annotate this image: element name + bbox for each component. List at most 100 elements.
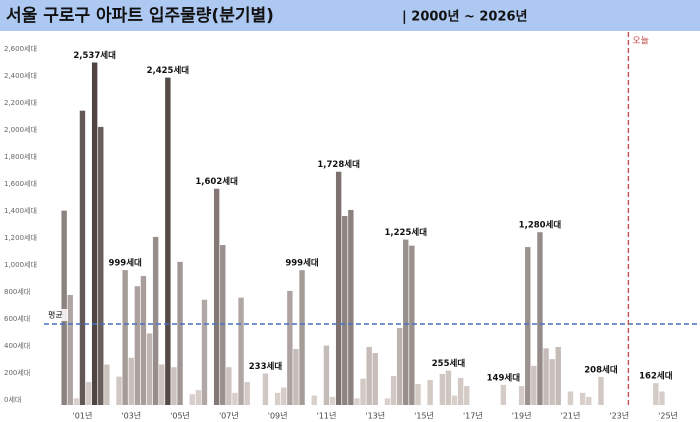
bar (128, 357, 134, 405)
bar (299, 270, 305, 405)
bar (152, 236, 159, 405)
bar (67, 294, 73, 405)
y-tick-label: 2,400세대 (4, 71, 37, 80)
bar (348, 209, 354, 405)
x-tick-label: '11년 (317, 411, 337, 421)
x-tick-label: '03년 (121, 411, 141, 421)
bar (85, 382, 92, 405)
bar (274, 392, 281, 405)
y-tick-label: 1,400세대 (4, 206, 37, 215)
bar (366, 346, 372, 405)
x-tick-label: '17년 (463, 411, 483, 421)
bar (61, 210, 67, 405)
bar (537, 232, 543, 405)
x-tick-label: '15년 (414, 411, 434, 421)
y-tick-label: 1,000세대 (4, 260, 37, 269)
bar (427, 380, 433, 405)
bar (238, 297, 244, 405)
x-tick-label: '09년 (268, 411, 288, 421)
bar (384, 398, 391, 405)
x-tick-label: '05년 (170, 411, 190, 421)
y-tick-label: 1,600세대 (4, 179, 37, 188)
bar (360, 378, 366, 405)
bar (171, 367, 177, 405)
bar (201, 299, 208, 405)
y-tick-label: 800세대 (4, 287, 30, 296)
y-tick-label: 400세대 (4, 341, 30, 350)
x-tick-label: '25년 (658, 411, 678, 421)
bar (598, 376, 604, 405)
value-label: 1,225세대 (384, 227, 427, 238)
bar (104, 364, 110, 405)
bar (390, 375, 397, 405)
value-label: 1,602세대 (195, 176, 238, 187)
x-tick-label: '23년 (609, 411, 629, 421)
today-label: 오늘 (632, 36, 649, 47)
bar (396, 328, 403, 405)
bar (586, 396, 592, 405)
bar (543, 348, 549, 405)
x-tick-label: '21년 (561, 411, 581, 421)
chart-title: 서울 구로구 아파트 입주물량(분기별) (6, 6, 274, 26)
bar (659, 391, 665, 405)
bar (281, 387, 287, 405)
value-label: 149세대 (487, 372, 521, 383)
value-label: 233세대 (249, 361, 283, 372)
bar (372, 353, 378, 405)
x-tick-label: '13년 (365, 411, 385, 421)
value-label: 999세대 (285, 258, 319, 269)
bar (579, 392, 586, 405)
bar (549, 359, 555, 405)
bar (342, 216, 348, 405)
average-label: 평균 (48, 310, 63, 320)
bar (116, 376, 122, 405)
bar (146, 333, 153, 405)
bar (244, 382, 250, 405)
bar (195, 390, 202, 405)
y-tick-label: 2,600세대 (4, 44, 37, 53)
value-label: 2,537세대 (73, 50, 116, 61)
bar (311, 395, 317, 405)
bar (79, 110, 86, 405)
bar (335, 171, 342, 405)
bar (134, 286, 141, 405)
bar (293, 348, 299, 405)
bar (531, 365, 537, 405)
bar (262, 373, 269, 405)
bar (525, 247, 531, 405)
bar (464, 386, 470, 405)
x-tick-label: '01년 (73, 411, 93, 421)
bar (165, 77, 171, 405)
bar (122, 270, 128, 405)
y-tick-label: 0세대 (4, 395, 21, 404)
bar (189, 394, 195, 405)
bar (140, 276, 147, 405)
bar (98, 126, 104, 406)
y-tick-label: 1,800세대 (4, 152, 37, 161)
y-tick-label: 2,200세대 (4, 98, 37, 107)
bar (518, 386, 525, 405)
bar (213, 188, 220, 405)
bar (354, 398, 360, 405)
value-label: 999세대 (108, 258, 142, 269)
bar (500, 384, 507, 405)
bar (91, 62, 98, 405)
bar (457, 378, 464, 405)
value-label: 1,280세대 (519, 220, 562, 231)
x-tick-label: '07년 (219, 411, 239, 421)
bar (403, 239, 409, 405)
bar (329, 396, 336, 405)
bar (439, 373, 446, 405)
bar (159, 364, 165, 405)
x-tick-label: '19년 (512, 411, 532, 421)
bar (177, 261, 183, 405)
value-label: 208세대 (584, 364, 618, 375)
bar (445, 370, 452, 405)
bar (409, 245, 415, 405)
bar (323, 345, 330, 405)
bar (555, 346, 561, 405)
average-label-bg (46, 309, 68, 321)
y-tick-label: 200세대 (4, 368, 30, 377)
bar (232, 392, 238, 405)
